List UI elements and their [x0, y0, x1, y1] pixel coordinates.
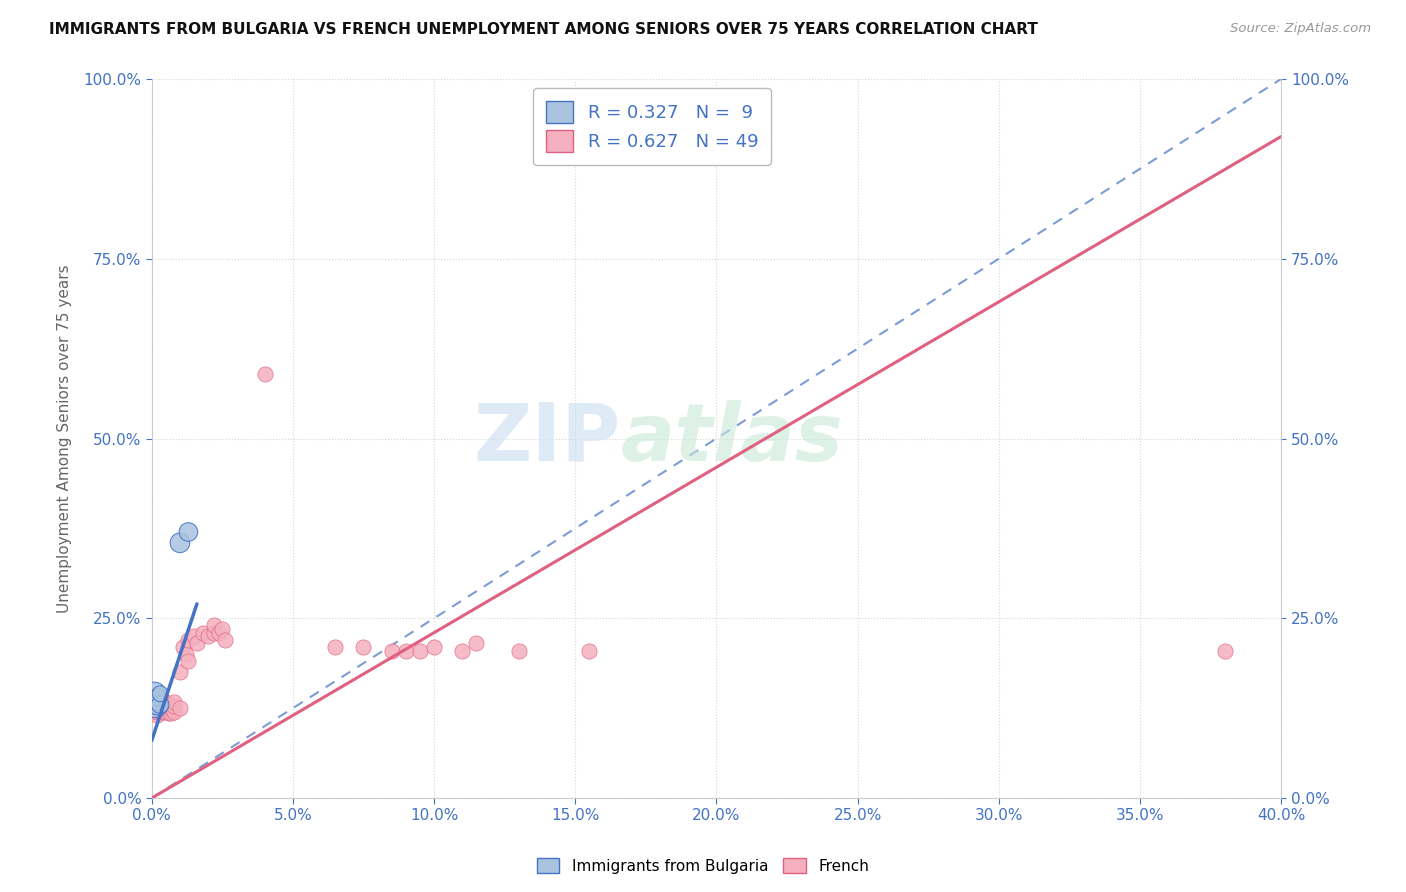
Point: [172, 640, 194, 654]
Point: [423, 640, 446, 654]
Point: [155, 699, 177, 714]
Point: [395, 643, 418, 657]
Y-axis label: Unemployment Among Seniors over 75 years: Unemployment Among Seniors over 75 years: [58, 264, 72, 613]
Point: [197, 629, 219, 643]
Point: [157, 698, 180, 712]
Point: [202, 625, 225, 640]
Point: [146, 690, 169, 705]
Point: [157, 706, 180, 721]
Point: [169, 665, 191, 680]
Point: [146, 694, 169, 708]
Point: [146, 698, 169, 712]
Point: [149, 698, 172, 712]
Point: [155, 695, 177, 709]
Point: [169, 701, 191, 715]
Point: [149, 687, 172, 701]
Point: [381, 643, 404, 657]
Text: atlas: atlas: [620, 400, 844, 477]
Point: [353, 640, 375, 654]
Point: [211, 622, 233, 636]
Point: [186, 636, 208, 650]
Point: [409, 643, 432, 657]
Point: [169, 536, 191, 550]
Point: [1213, 643, 1236, 657]
Point: [177, 655, 200, 669]
Text: IMMIGRANTS FROM BULGARIA VS FRENCH UNEMPLOYMENT AMONG SENIORS OVER 75 YEARS CORR: IMMIGRANTS FROM BULGARIA VS FRENCH UNEMP…: [49, 22, 1038, 37]
Legend: R = 0.327   N =  9, R = 0.627   N = 49: R = 0.327 N = 9, R = 0.627 N = 49: [533, 88, 770, 164]
Point: [157, 701, 180, 715]
Point: [208, 625, 231, 640]
Point: [149, 698, 172, 712]
Point: [160, 706, 183, 721]
Point: [146, 705, 169, 719]
Point: [202, 618, 225, 632]
Text: ZIP: ZIP: [474, 400, 620, 477]
Point: [152, 701, 174, 715]
Point: [191, 625, 214, 640]
Point: [160, 701, 183, 715]
Point: [253, 367, 276, 381]
Point: [174, 647, 197, 661]
Point: [451, 643, 474, 657]
Point: [149, 705, 172, 719]
Point: [508, 643, 530, 657]
Text: Source: ZipAtlas.com: Source: ZipAtlas.com: [1230, 22, 1371, 36]
Point: [143, 687, 166, 701]
Point: [183, 629, 205, 643]
Point: [177, 524, 200, 539]
Point: [143, 698, 166, 712]
Point: [214, 632, 236, 647]
Point: [163, 705, 186, 719]
Point: [152, 705, 174, 719]
Point: [152, 695, 174, 709]
Point: [146, 708, 169, 723]
Point: [143, 698, 166, 712]
Point: [143, 705, 166, 719]
Point: [146, 699, 169, 714]
Point: [149, 701, 172, 715]
Point: [155, 705, 177, 719]
Point: [578, 643, 600, 657]
Point: [163, 699, 186, 714]
Legend: Immigrants from Bulgaria, French: Immigrants from Bulgaria, French: [530, 852, 876, 880]
Point: [177, 632, 200, 647]
Point: [465, 636, 488, 650]
Point: [323, 640, 346, 654]
Point: [163, 695, 186, 709]
